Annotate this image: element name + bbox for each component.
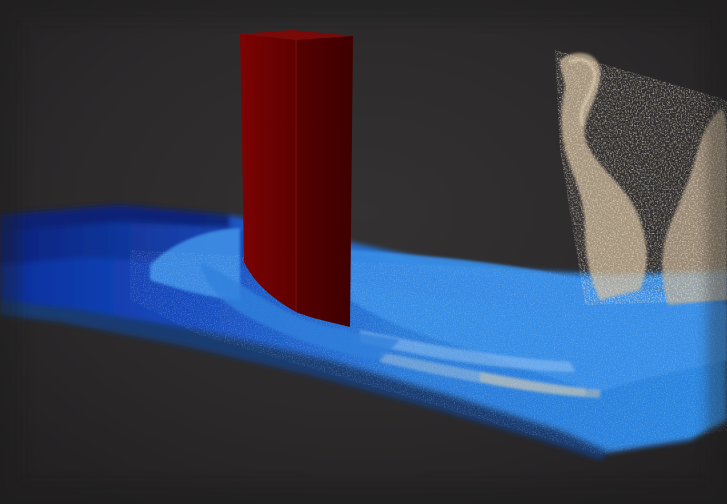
obstacle-side-face	[296, 36, 353, 327]
obstacle-front-face	[240, 34, 296, 312]
obstacle-pillar	[240, 30, 353, 327]
spray-particles	[555, 50, 727, 305]
obstacle-top-face	[240, 30, 353, 40]
fluid-front-wrap	[200, 262, 400, 360]
